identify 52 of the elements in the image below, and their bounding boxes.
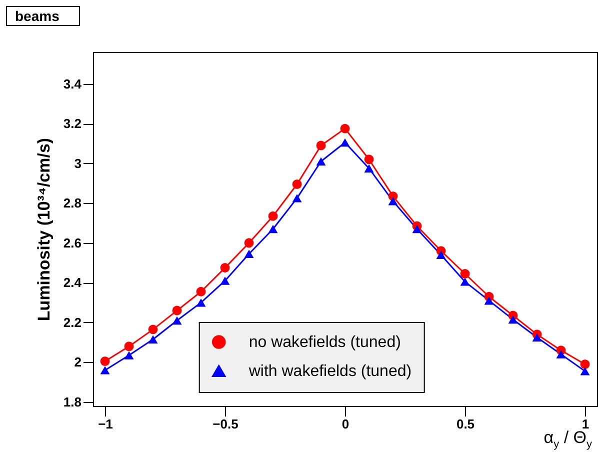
point (364, 154, 374, 164)
y-tick-label: 2 (74, 354, 82, 370)
y-tick-label: 2.6 (63, 235, 82, 250)
y-tick-label: 2.2 (63, 314, 82, 330)
legend-label: with wakefields (tuned) (248, 363, 412, 380)
y-tick-label: 3 (74, 156, 82, 171)
x-tick-label: 0 (342, 416, 350, 432)
y-tick-label: 3.4 (63, 76, 82, 92)
point (388, 197, 398, 206)
y-axis-title: Luminosity (10³⁴/cm/s) (34, 138, 54, 322)
point (268, 211, 278, 221)
point (340, 138, 350, 147)
point (412, 224, 422, 234)
chart-title: beams (6, 6, 80, 26)
point (580, 360, 590, 369)
point (292, 194, 302, 202)
point (292, 180, 302, 189)
point (316, 140, 326, 150)
point (100, 356, 110, 366)
point (364, 164, 374, 172)
point (124, 351, 134, 360)
point (460, 269, 470, 278)
point (244, 238, 254, 248)
legend-label: no wakefields (tuned) (248, 334, 401, 351)
point (244, 250, 254, 258)
point (220, 276, 230, 285)
point (436, 250, 446, 259)
point (196, 298, 206, 307)
point (484, 296, 494, 305)
point (196, 286, 206, 296)
point (148, 324, 158, 334)
point (580, 367, 590, 376)
point (460, 278, 470, 286)
x-tick-label: −0.5 (212, 416, 238, 432)
y-tick-label: 3.2 (63, 116, 82, 132)
y-tick-label: 2.8 (63, 196, 82, 211)
point (148, 335, 158, 344)
point (316, 157, 326, 166)
point (508, 315, 518, 324)
y-tick-label: 1.8 (63, 394, 82, 410)
point (172, 306, 182, 316)
point (532, 333, 542, 342)
y-tick-label: 2.4 (63, 275, 82, 290)
point (220, 263, 230, 273)
x-tick-label: −1 (98, 416, 113, 432)
point (100, 366, 110, 374)
point (268, 224, 278, 234)
point (340, 124, 350, 134)
point (124, 342, 134, 352)
x-tick-label: 0.5 (456, 416, 475, 432)
point (556, 350, 566, 358)
point (172, 316, 182, 325)
